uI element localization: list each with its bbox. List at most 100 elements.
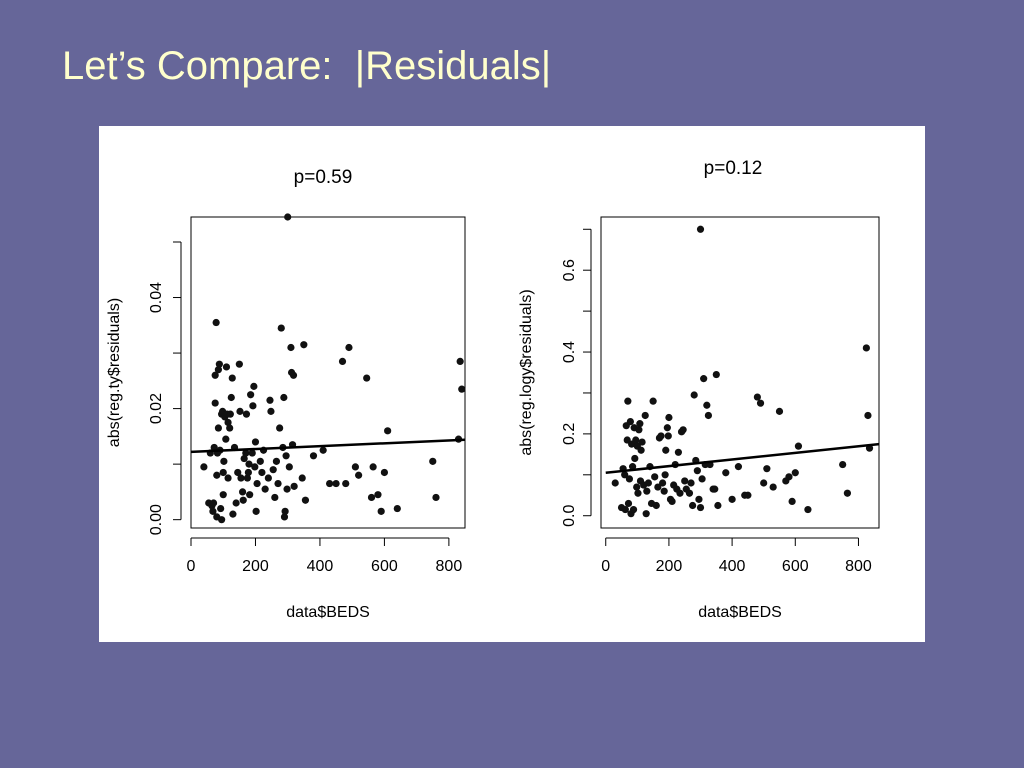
y-tick-label: 0.04	[148, 282, 165, 313]
data-point	[703, 401, 711, 409]
data-point	[636, 420, 644, 428]
y-tick-label: 0.0	[561, 505, 578, 527]
data-point	[704, 411, 713, 420]
data-point	[226, 424, 234, 432]
data-point	[280, 393, 288, 402]
data-point	[631, 454, 639, 463]
data-point	[711, 485, 719, 493]
data-point	[232, 499, 240, 507]
y-axis-label: abs(reg.ty$residuals)	[106, 298, 123, 447]
data-point	[624, 499, 633, 508]
data-point	[637, 446, 645, 454]
y-tick-label: 0.2	[561, 423, 578, 445]
data-point	[238, 488, 247, 496]
data-point	[641, 411, 649, 420]
data-point	[214, 366, 222, 374]
data-point	[219, 491, 227, 499]
x-tick-label: 200	[242, 558, 269, 575]
data-point	[722, 469, 730, 477]
data-point	[769, 483, 777, 491]
data-point	[728, 495, 736, 503]
data-point	[432, 493, 440, 502]
data-point	[219, 468, 227, 477]
data-point	[374, 491, 382, 499]
data-point	[629, 505, 638, 514]
data-point	[652, 501, 660, 510]
data-point	[261, 485, 269, 493]
plot-frame	[600, 216, 880, 529]
data-point	[775, 407, 784, 415]
data-point	[626, 418, 634, 426]
data-point	[309, 452, 318, 460]
data-point	[663, 424, 671, 432]
data-point	[289, 371, 298, 379]
data-point	[643, 487, 651, 495]
data-point	[332, 479, 340, 488]
x-tick-label: 600	[782, 558, 809, 575]
x-tick-label: 0	[601, 558, 610, 575]
x-tick-label: 400	[719, 558, 746, 575]
data-point	[664, 432, 672, 440]
data-point	[753, 393, 761, 401]
data-point	[277, 324, 285, 332]
data-point	[247, 391, 255, 399]
data-point	[249, 402, 257, 410]
data-point	[338, 357, 347, 365]
plot-frame	[190, 216, 466, 529]
data-point	[621, 505, 629, 514]
data-point	[665, 413, 673, 422]
data-point	[256, 457, 264, 465]
data-point	[272, 457, 281, 465]
data-point	[649, 397, 657, 405]
data-point	[243, 474, 252, 482]
x-tick-label: 200	[656, 558, 683, 575]
data-point	[242, 449, 250, 457]
x-tick-label: 800	[845, 558, 872, 575]
data-point	[342, 479, 350, 488]
x-axis-label: data$BEDS	[286, 604, 370, 621]
x-tick-label: 0	[187, 558, 196, 575]
data-point	[654, 483, 662, 491]
data-point	[804, 505, 812, 514]
data-point	[693, 467, 701, 475]
data-point	[234, 468, 242, 477]
y-tick-label: 0.00	[148, 504, 165, 535]
data-point	[244, 468, 252, 477]
data-point	[245, 460, 253, 468]
data-point	[200, 463, 208, 471]
data-point	[267, 407, 275, 415]
data-point	[687, 479, 695, 487]
data-point	[696, 503, 705, 512]
data-point	[712, 370, 720, 379]
x-tick-label: 600	[371, 558, 398, 575]
data-point	[785, 473, 793, 481]
data-point	[384, 427, 392, 435]
data-point	[659, 479, 667, 487]
data-point	[227, 393, 235, 402]
data-point	[668, 497, 676, 506]
data-point	[269, 466, 277, 474]
data-point	[791, 469, 799, 477]
data-point	[679, 426, 687, 434]
chart-title: p=0.12	[704, 158, 763, 179]
chart-title: p=0.59	[294, 167, 353, 188]
data-point	[220, 457, 228, 465]
y-axis-label: abs(reg.logy$residuals)	[518, 289, 535, 455]
data-point	[700, 375, 708, 383]
data-point	[695, 495, 703, 503]
data-point	[301, 496, 310, 504]
data-point	[283, 485, 291, 493]
data-point	[240, 454, 248, 463]
data-point	[734, 463, 743, 471]
data-point	[229, 510, 237, 518]
data-point	[794, 442, 803, 450]
x-axis-label: data$BEDS	[698, 604, 782, 621]
trend-line	[190, 438, 466, 454]
data-point	[864, 411, 872, 420]
data-point	[214, 424, 222, 432]
data-point	[756, 399, 765, 407]
data-point	[251, 438, 260, 446]
data-point	[218, 516, 226, 524]
data-point	[696, 225, 705, 233]
data-point	[266, 396, 274, 404]
